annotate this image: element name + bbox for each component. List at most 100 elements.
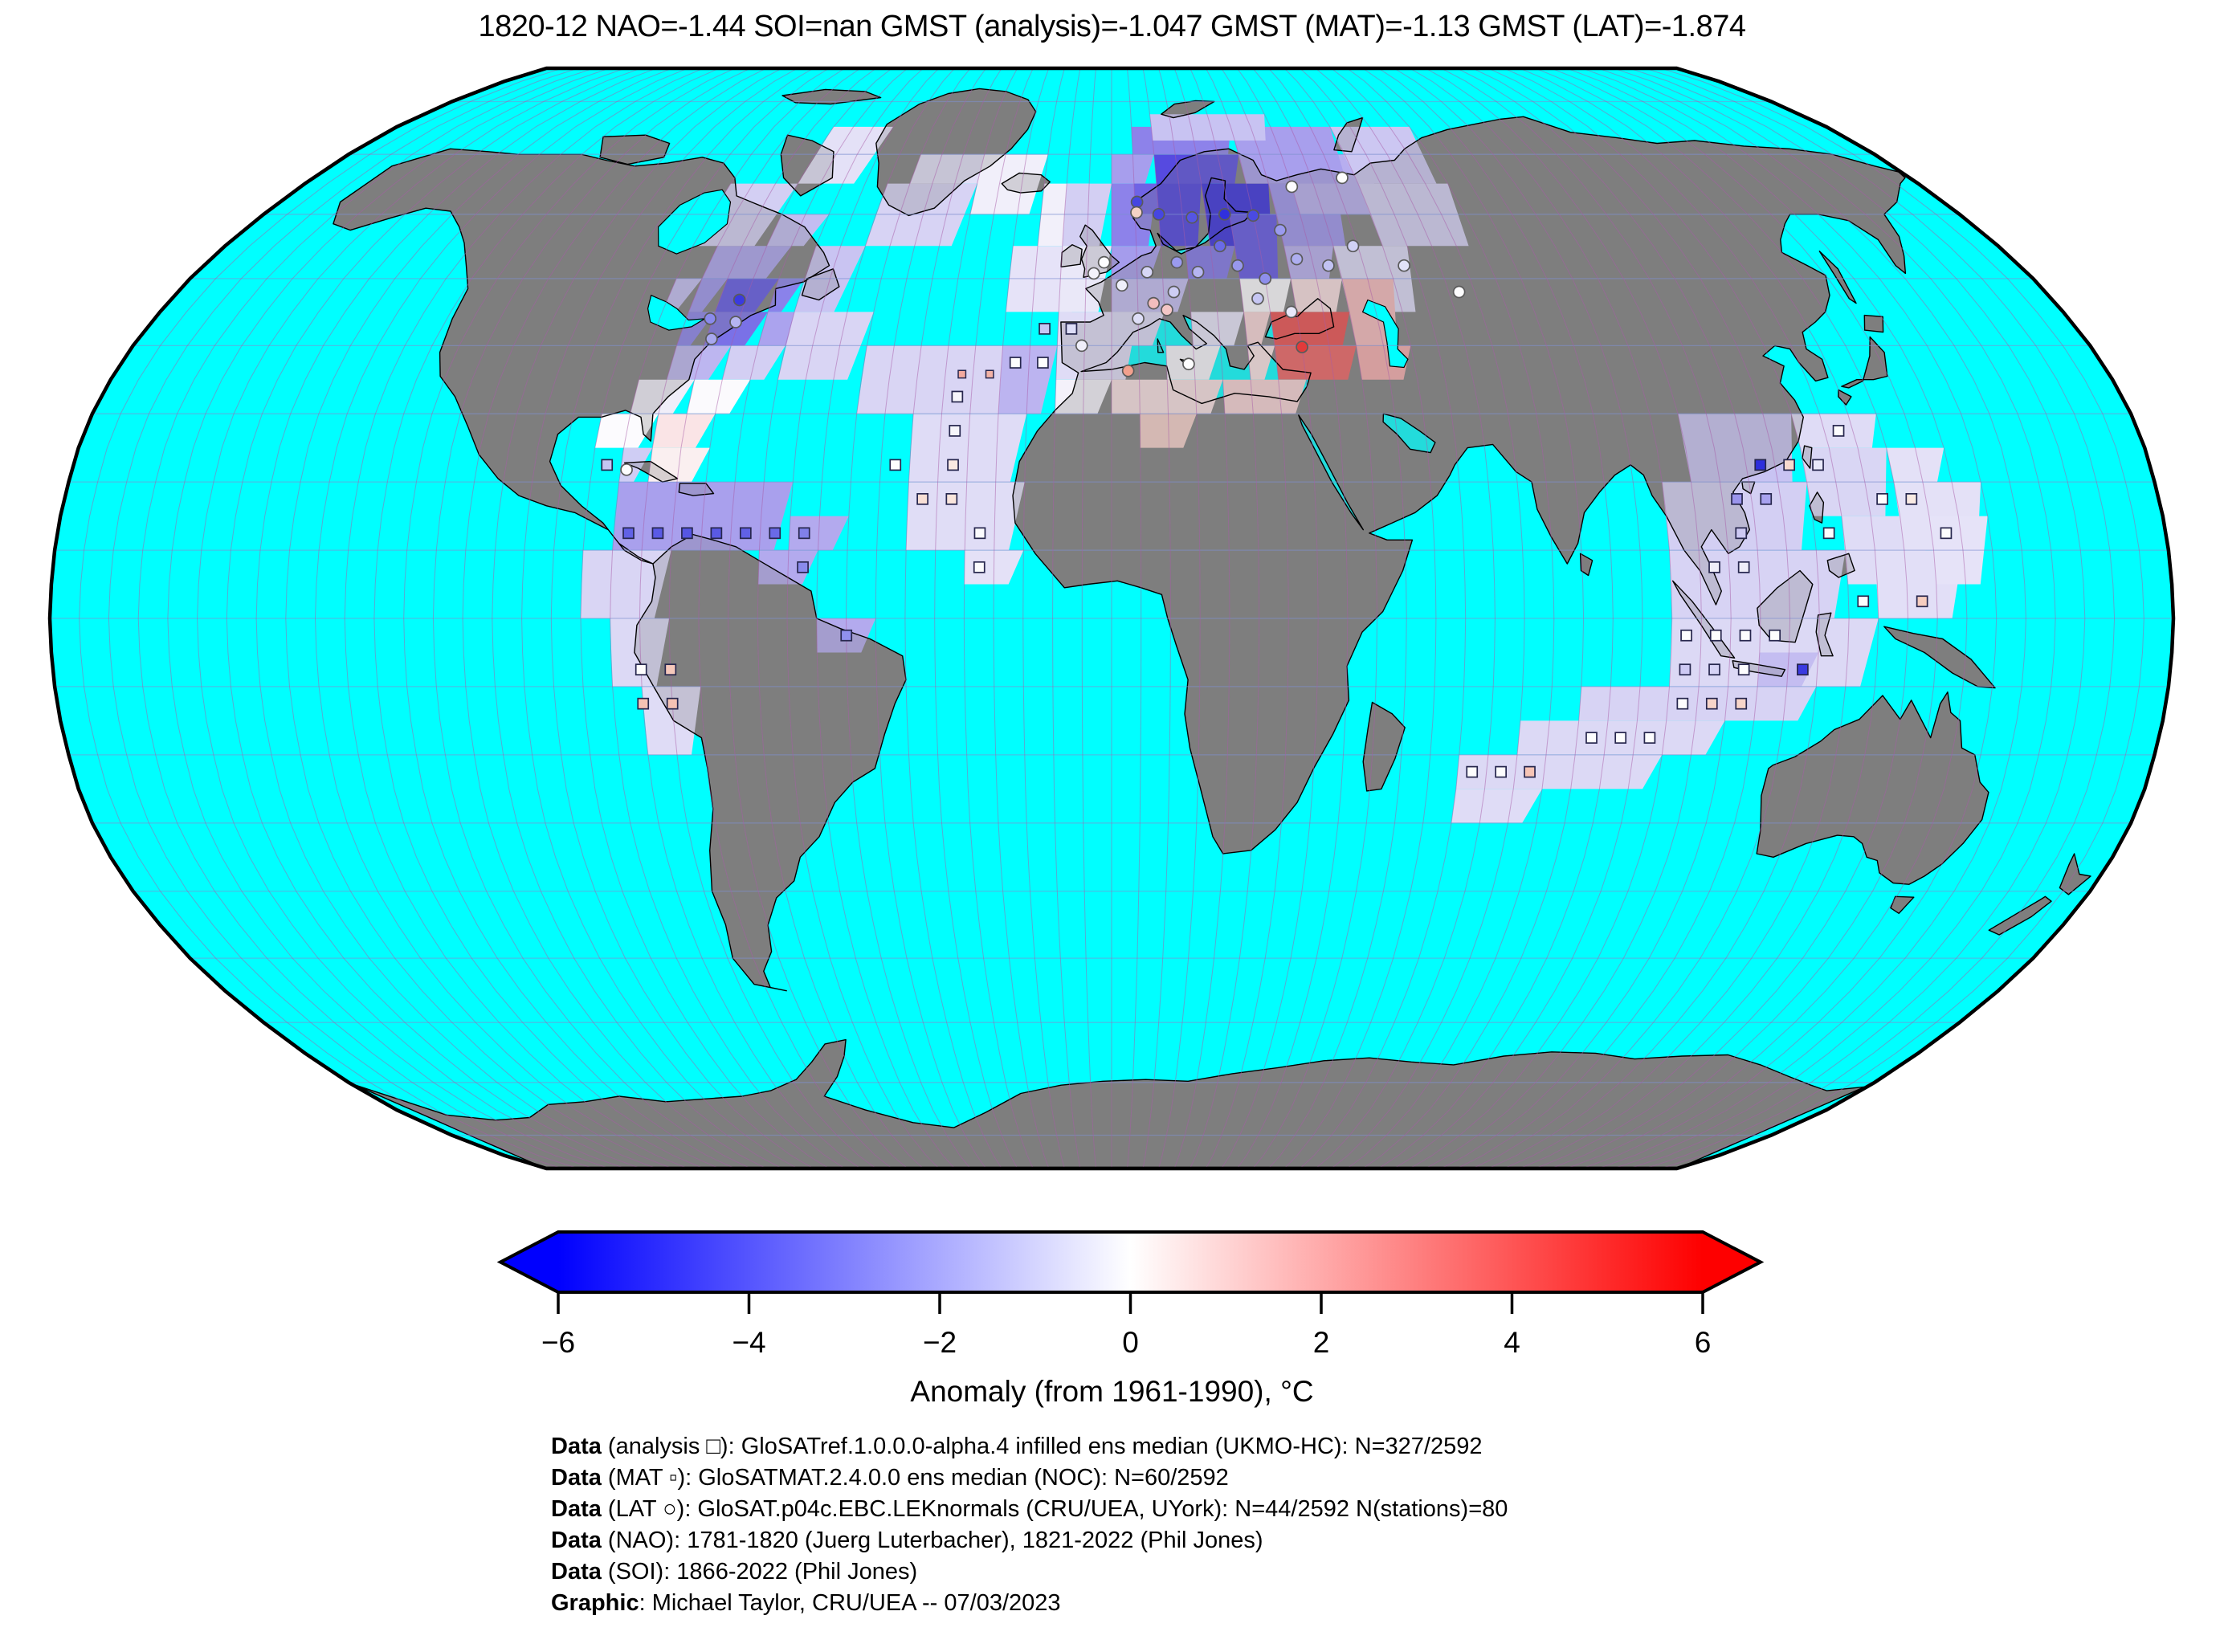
lat-circle-marker [1346, 239, 1360, 253]
figure-title: 1820-12 NAO=-1.44 SOI=nan GMST (analysis… [478, 10, 1746, 43]
lat-circle-marker [1398, 259, 1410, 272]
land-base [1363, 702, 1406, 791]
analysis-square-marker [622, 527, 635, 540]
coastline [678, 483, 715, 496]
analysis-square-marker [1797, 663, 1809, 676]
colorbar-max-arrow [1703, 1232, 1761, 1292]
analysis-square-marker [1735, 527, 1748, 540]
coastline [780, 134, 835, 197]
analysis-square-marker [1940, 527, 1953, 540]
coastline [1818, 251, 1857, 304]
land-shade [1002, 173, 1051, 194]
land-shade [1827, 553, 1855, 577]
analysis-square-marker [1876, 493, 1888, 505]
land-shade [624, 461, 678, 483]
analysis-square-marker [973, 527, 986, 540]
analysis-square-marker [739, 527, 752, 540]
colorbar-tick-label: −2 [923, 1326, 957, 1359]
coastline [623, 460, 679, 483]
analysis-square-marker [601, 459, 614, 471]
credit-line: Data (NAO): 1781-1820 (Juerg Luterbacher… [551, 1528, 1263, 1553]
coastline [1802, 445, 1813, 469]
analysis-square-marker [1857, 595, 1870, 608]
land-shade [1890, 896, 1914, 914]
credit-line: Graphic: Michael Taylor, CRU/UEA -- 07/0… [551, 1590, 1061, 1616]
analysis-square-marker [1832, 425, 1845, 437]
credit-line: Data (MAT ▫): GloSATMAT.2.4.0.0 ens medi… [551, 1465, 1229, 1491]
lat-circle-marker [1121, 364, 1135, 377]
land-shade [1841, 337, 1887, 388]
coastline [1579, 553, 1594, 577]
credit-line: Data (analysis □): GloSATref.1.0.0.0-alp… [551, 1434, 1483, 1459]
analysis-square-marker [1708, 561, 1720, 573]
lat-circle-marker [1218, 207, 1231, 221]
coastline [1080, 314, 1312, 405]
lat-circle-marker [1185, 210, 1199, 224]
analysis-square-marker [1065, 323, 1078, 335]
land-base [1819, 251, 1856, 304]
land-shade [1013, 116, 1906, 855]
coastline [1672, 580, 1736, 659]
land-base [1864, 315, 1883, 332]
analysis-square-marker [1495, 765, 1507, 778]
coastline [1001, 172, 1051, 194]
lat-circle-marker [1152, 207, 1165, 221]
analysis-square-marker [651, 527, 664, 540]
lat-circle-marker [1132, 312, 1145, 325]
analysis-square-marker [769, 527, 781, 540]
analysis-square-marker [945, 493, 958, 505]
analysis-square-marker [973, 561, 985, 573]
coastline [1012, 116, 1907, 855]
credit-line: Data (SOI): 1866-2022 (Phil Jones) [551, 1559, 918, 1585]
analysis-square-marker [1916, 595, 1928, 608]
land-shade [1161, 100, 1214, 118]
coastline [1841, 336, 1888, 389]
land-shade [875, 88, 1036, 216]
lat-circle-marker [1147, 296, 1161, 310]
lat-circle-marker [1130, 206, 1143, 219]
graticule [50, 68, 2173, 1169]
colorbar-tick-label: −4 [732, 1326, 765, 1359]
land-base [1883, 626, 1995, 688]
land-base [1841, 337, 1887, 388]
lake [647, 294, 705, 331]
mat-square-marker [985, 369, 994, 379]
analysis-square-marker [916, 493, 928, 505]
analysis-square-marker [666, 697, 679, 710]
figure-credits: Data (analysis □): GloSATref.1.0.0.0-alp… [551, 1431, 1508, 1619]
credit-line: Data (LAT ○): GloSAT.p04c.EBC.LEKnormals… [551, 1496, 1508, 1522]
analysis-square-marker [1679, 663, 1691, 676]
analysis-square-marker [949, 425, 961, 437]
analysis-square-marker [1585, 732, 1598, 744]
land-base [333, 149, 830, 565]
inland-sea [1298, 414, 1364, 530]
coastline [875, 88, 1037, 217]
coastline [1838, 389, 1852, 406]
land-base [1890, 896, 1914, 914]
lat-circle-marker [1251, 292, 1264, 305]
analysis-square-marker [840, 629, 853, 642]
coastline [1298, 414, 1364, 531]
coastline [1757, 569, 1814, 643]
analysis-square-marker [1037, 357, 1049, 369]
lat-circle-marker [1097, 255, 1111, 269]
analysis-square-marker [1039, 323, 1051, 335]
coastline [1890, 895, 1915, 914]
land-shade [1363, 702, 1406, 791]
analysis-square-marker [947, 459, 959, 471]
colorbar-min-arrow [500, 1232, 558, 1292]
analysis-square-marker [951, 390, 964, 403]
analysis-square-marker [1466, 765, 1479, 778]
coastline [1382, 413, 1436, 454]
lat-circle-marker [1214, 239, 1226, 253]
lat-circle-marker [1247, 209, 1260, 222]
lat-circle-marker [1452, 285, 1466, 299]
land-shade [1883, 626, 1995, 688]
colorbar-gradient [558, 1232, 1703, 1292]
coastline [1815, 612, 1834, 657]
lat-circle-marker [732, 293, 746, 307]
lat-circle-marker [1322, 259, 1335, 272]
land-shade [1061, 244, 1083, 267]
lat-circle-marker [1274, 223, 1287, 237]
